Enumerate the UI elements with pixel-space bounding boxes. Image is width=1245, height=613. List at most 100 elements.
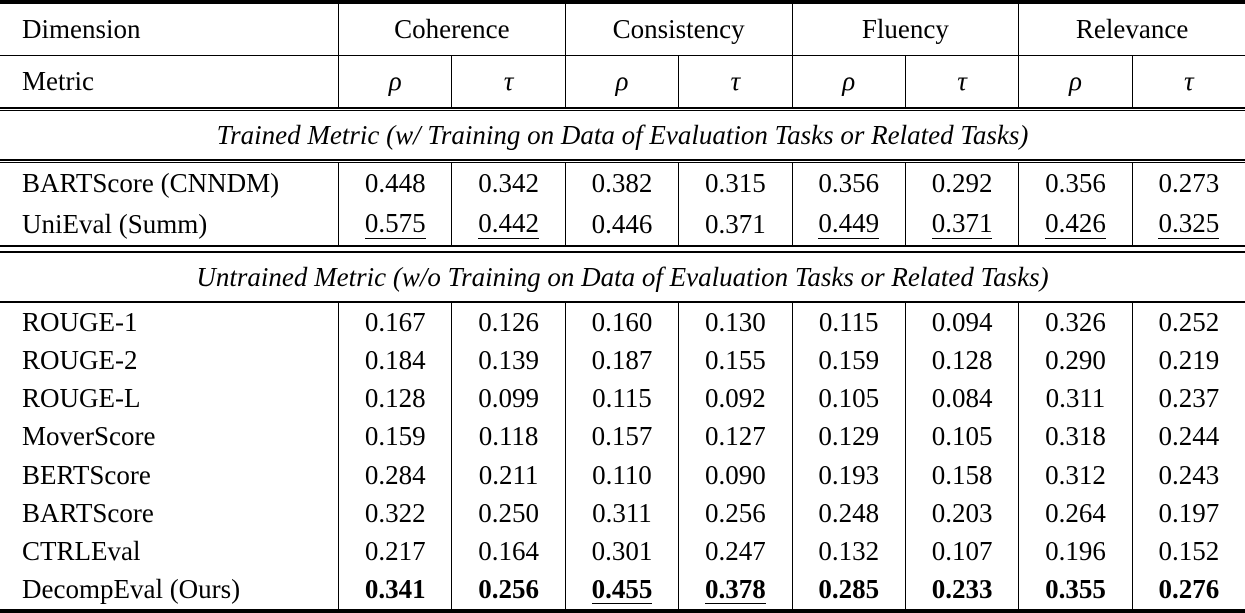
value-text: 0.084 xyxy=(931,383,993,414)
value-cell: 0.273 xyxy=(1131,163,1245,204)
value-cell: 0.244 xyxy=(1131,417,1245,456)
value-cell: 0.084 xyxy=(904,379,1018,418)
value-cell: 0.099 xyxy=(451,379,564,418)
value-text: 0.355 xyxy=(1045,574,1106,605)
value-cell: 0.090 xyxy=(678,456,791,495)
value-text: 0.129 xyxy=(818,421,880,452)
value-text: 0.159 xyxy=(364,421,426,452)
value-text: 0.197 xyxy=(1158,497,1220,528)
value-cell: 0.455 xyxy=(564,570,678,609)
value-cell: 0.115 xyxy=(564,379,678,418)
value-text: 0.315 xyxy=(704,168,766,198)
value-cell: 0.130 xyxy=(678,303,791,342)
value-cell: 0.157 xyxy=(564,417,678,456)
table-row: UniEval (Summ) 0.575 0.442 0.446 0.371 0.449 0… xyxy=(0,204,1245,245)
value-text: 0.342 xyxy=(478,168,539,198)
metric-name: DecompEval (Ours) xyxy=(22,574,241,605)
value-cell: 0.446 xyxy=(564,204,678,245)
header-divider-rule xyxy=(0,55,1245,56)
value-text: 0.276 xyxy=(1158,574,1220,605)
top-rule xyxy=(0,0,1245,4)
value-text: 0.250 xyxy=(478,497,539,528)
value-text: 0.311 xyxy=(592,497,652,528)
value-text: 0.318 xyxy=(1045,421,1106,452)
value-cell: 0.127 xyxy=(678,417,791,456)
value-cell: 0.193 xyxy=(791,456,905,495)
value-text: 0.273 xyxy=(1158,168,1220,198)
value-cell: 0.167 xyxy=(338,303,451,342)
section-title-trained: Trained Metric (w/ Training on Data of E… xyxy=(216,119,1029,150)
value-cell: 0.155 xyxy=(678,341,791,380)
value-cell: 0.152 xyxy=(1131,532,1245,571)
value-cell: 0.252 xyxy=(1131,303,1245,342)
table-row: DecompEval (Ours) 0.341 0.256 0.455 0.378 0.2… xyxy=(0,570,1245,609)
group-header-coherence: Coherence xyxy=(338,4,565,55)
value-cell: 0.311 xyxy=(1018,379,1131,418)
value-text: 0.301 xyxy=(591,536,653,567)
value-cell: 0.575 xyxy=(338,204,451,245)
value-cell: 0.237 xyxy=(1131,379,1245,418)
table-row: ROUGE-1 0.167 0.126 0.160 0.130 0.115 0.094 0.3… xyxy=(0,303,1245,342)
value-text: 0.130 xyxy=(704,306,766,337)
value-cell: 0.382 xyxy=(564,163,678,204)
value-text: 0.284 xyxy=(364,459,426,490)
table-row: BARTScore (CNNDM) 0.448 0.342 0.382 0.315 0.3… xyxy=(0,163,1245,204)
value-text: 0.219 xyxy=(1158,344,1220,375)
value-text: 0.128 xyxy=(931,344,993,375)
table-row: CTRLEval 0.217 0.164 0.301 0.247 0.132 0.107 0.… xyxy=(0,532,1245,571)
untrained-rows: ROUGE-1 0.167 0.126 0.160 0.130 0.115 0.094 0.3… xyxy=(0,303,1245,609)
value-cell: 0.139 xyxy=(451,341,564,380)
bottom-rule xyxy=(0,609,1245,613)
value-cell: 0.196 xyxy=(1018,532,1131,571)
value-cell: 0.325 xyxy=(1131,204,1245,245)
value-cell: 0.158 xyxy=(904,456,1018,495)
value-cell: 0.118 xyxy=(451,417,564,456)
value-cell: 0.355 xyxy=(1018,570,1131,609)
value-cell: 0.312 xyxy=(1018,456,1131,495)
value-text: 0.378 xyxy=(704,573,766,605)
value-text: 0.356 xyxy=(818,168,880,198)
value-text: 0.127 xyxy=(704,421,766,452)
section-title-untrained: Untrained Metric (w/o Training on Data o… xyxy=(196,261,1049,292)
value-text: 0.455 xyxy=(591,573,653,605)
metric-symbol-rho: ρ xyxy=(564,56,678,107)
value-text: 0.237 xyxy=(1158,383,1220,414)
value-text: 0.139 xyxy=(478,344,539,375)
value-cell: 0.442 xyxy=(451,204,564,245)
metric-name: ROUGE-L xyxy=(22,383,141,414)
metric-name: ROUGE-2 xyxy=(22,344,138,375)
value-cell: 0.126 xyxy=(451,303,564,342)
value-cell: 0.203 xyxy=(904,494,1018,533)
metric-symbol-tau: τ xyxy=(678,56,791,107)
value-cell: 0.160 xyxy=(564,303,678,342)
value-text: 0.092 xyxy=(704,383,766,414)
value-cell: 0.318 xyxy=(1018,417,1131,456)
value-cell: 0.311 xyxy=(564,494,678,533)
value-text: 0.575 xyxy=(364,208,426,239)
value-text: 0.448 xyxy=(364,168,426,198)
metric-header: Metric xyxy=(22,66,94,96)
value-cell: 0.211 xyxy=(451,456,564,495)
value-cell: 0.322 xyxy=(338,494,451,533)
value-text: 0.311 xyxy=(1045,383,1106,414)
value-text: 0.132 xyxy=(818,536,880,567)
value-cell: 0.326 xyxy=(1018,303,1131,342)
group-header-fluency: Fluency xyxy=(791,4,1019,55)
value-text: 0.371 xyxy=(704,209,766,239)
metric-symbol-tau: τ xyxy=(1131,56,1245,107)
value-cell: 0.219 xyxy=(1131,341,1245,380)
value-text: 0.164 xyxy=(478,536,539,567)
value-cell: 0.250 xyxy=(451,494,564,533)
metric-symbol-rho: ρ xyxy=(338,56,451,107)
value-cell: 0.217 xyxy=(338,532,451,571)
value-cell: 0.371 xyxy=(678,204,791,245)
metric-name: BERTScore xyxy=(22,459,151,490)
value-text: 0.203 xyxy=(931,497,993,528)
metric-name: BARTScore (CNNDM) xyxy=(22,168,280,198)
value-cell: 0.129 xyxy=(791,417,905,456)
value-text: 0.128 xyxy=(364,383,426,414)
value-text: 0.322 xyxy=(364,497,426,528)
medium-rule xyxy=(0,301,1245,303)
metric-symbol-tau: τ xyxy=(451,56,564,107)
